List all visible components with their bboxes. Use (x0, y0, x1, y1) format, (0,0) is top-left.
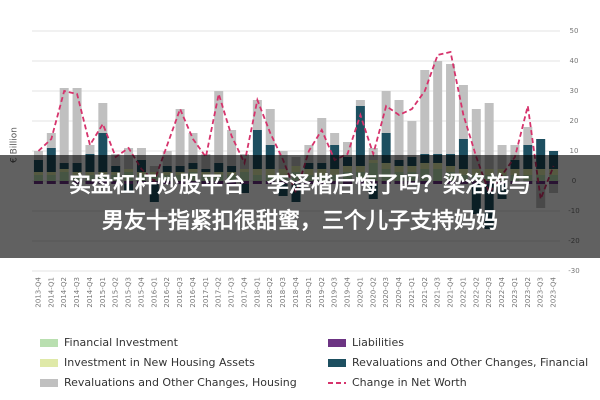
x-tick-label: 2020-Q1 (356, 277, 364, 308)
bar-segment (420, 70, 430, 154)
bar-segment (471, 109, 481, 169)
legend-label: Revaluations and Other Changes, Housing (64, 376, 297, 389)
x-tick-label: 2017-Q2 (215, 277, 223, 308)
x-tick-label: 2018-Q1 (253, 277, 261, 308)
x-tick-label: 2015-Q1 (99, 277, 107, 308)
bar-segment (523, 127, 533, 145)
legend-swatch (40, 359, 58, 367)
x-tick-label: 2023-Q4 (550, 276, 558, 307)
x-tick-label: 2018-Q2 (266, 277, 274, 308)
x-tick-label: 2014-Q2 (60, 277, 68, 308)
x-tick-label: 2015-Q4 (137, 276, 145, 307)
bar-segment (355, 100, 365, 106)
y-axis-label: € Billion (10, 127, 20, 163)
x-tick-label: 2022-Q1 (459, 277, 467, 308)
y-tick-label: 10 (570, 147, 579, 155)
overlay-text: 实盘杠杆炒股平台 李泽楷后悔了吗？梁洛施与 (69, 172, 531, 198)
legend-swatch (328, 339, 346, 347)
x-tick-label: 2016-Q3 (176, 277, 184, 308)
bar-segment (343, 142, 353, 157)
x-tick-label: 2022-Q3 (485, 277, 493, 308)
x-tick-label: 2015-Q2 (112, 277, 120, 308)
overlay-text: 男友十指紧扣很甜蜜，三个儿子支持妈妈 (102, 208, 498, 234)
bar-segment (175, 109, 185, 166)
x-tick-label: 2022-Q4 (498, 276, 506, 307)
overlay-banner (0, 155, 600, 258)
bar-segment (304, 145, 314, 163)
x-tick-label: 2021-Q1 (408, 277, 416, 308)
bar-segment (484, 103, 494, 169)
x-tick-label: 2021-Q3 (434, 277, 442, 308)
bar-segment (536, 139, 546, 169)
y-tick-label: 40 (570, 57, 579, 65)
legend-label: Change in Net Worth (352, 376, 467, 389)
x-tick-label: 2015-Q3 (125, 277, 133, 308)
bar-segment (433, 61, 443, 154)
x-tick-label: 2020-Q3 (382, 277, 390, 308)
legend-swatch (40, 339, 58, 347)
x-tick-label: 2023-Q3 (537, 277, 545, 308)
net-worth-line (37, 50, 555, 203)
x-tick-label: 2017-Q1 (202, 277, 210, 308)
x-tick-label: 2013-Q4 (34, 276, 42, 307)
y-tick-label: 50 (570, 27, 579, 35)
x-tick-label: 2016-Q4 (189, 276, 197, 307)
bar-segment (252, 130, 262, 169)
bar-segment (330, 133, 340, 145)
bar-segment (98, 133, 108, 172)
x-tick-label: 2022-Q2 (472, 277, 480, 308)
x-tick-label: 2016-Q1 (150, 277, 158, 308)
bar-segment (394, 100, 404, 160)
bar-segment (136, 148, 146, 160)
x-tick-label: 2014-Q4 (86, 276, 94, 307)
bar-segment (85, 145, 95, 154)
x-tick-label: 2018-Q4 (292, 276, 300, 307)
bar-segment (214, 91, 224, 163)
x-tick-label: 2023-Q1 (511, 277, 519, 308)
bar-segment (355, 106, 365, 166)
bar-segment (46, 133, 56, 148)
bar-segment (265, 109, 275, 145)
bar-segment (381, 91, 391, 133)
x-tick-label: 2019-Q2 (318, 277, 326, 308)
bar-segment (227, 130, 237, 166)
bar-segment (59, 88, 69, 163)
x-tick-label: 2020-Q4 (395, 276, 403, 307)
bar-segment (317, 118, 327, 163)
x-tick-label: 2021-Q4 (447, 276, 455, 307)
legend-swatch (328, 359, 346, 367)
bar-segment (98, 103, 108, 133)
x-tick-label: 2017-Q3 (228, 277, 236, 308)
bar-segment (72, 88, 82, 163)
y-tick-label: 30 (570, 87, 579, 95)
legend-swatch (40, 379, 58, 387)
y-tick-label: 20 (570, 117, 579, 125)
bar-segment (252, 100, 262, 130)
x-tick-label: 2019-Q1 (305, 277, 313, 308)
x-tick-label: 2023-Q2 (524, 277, 532, 308)
x-tick-label: 2014-Q1 (47, 277, 55, 308)
legend-label: Revaluations and Other Changes, Financia… (352, 356, 588, 369)
x-tick-label: 2014-Q3 (73, 277, 81, 308)
x-tick-label: 2021-Q2 (421, 277, 429, 308)
legend-label: Financial Investment (64, 336, 179, 349)
bar-segment (188, 133, 198, 163)
bar-segment (510, 145, 520, 160)
x-tick-label: 2017-Q4 (240, 276, 248, 307)
legend-label: Investment in New Housing Assets (64, 356, 255, 369)
x-tick-label: 2018-Q3 (279, 277, 287, 308)
y-tick-label: -30 (568, 267, 579, 275)
bar-segment (407, 121, 417, 157)
legend-label: Liabilities (352, 336, 404, 349)
x-tick-label: 2016-Q2 (163, 277, 171, 308)
x-tick-label: 2020-Q2 (369, 277, 377, 308)
bar-segment (458, 139, 468, 169)
x-tick-label: 2019-Q4 (344, 276, 352, 307)
x-tick-label: 2019-Q3 (331, 277, 339, 308)
bar-segment (381, 133, 391, 163)
bar-segment (446, 64, 456, 154)
